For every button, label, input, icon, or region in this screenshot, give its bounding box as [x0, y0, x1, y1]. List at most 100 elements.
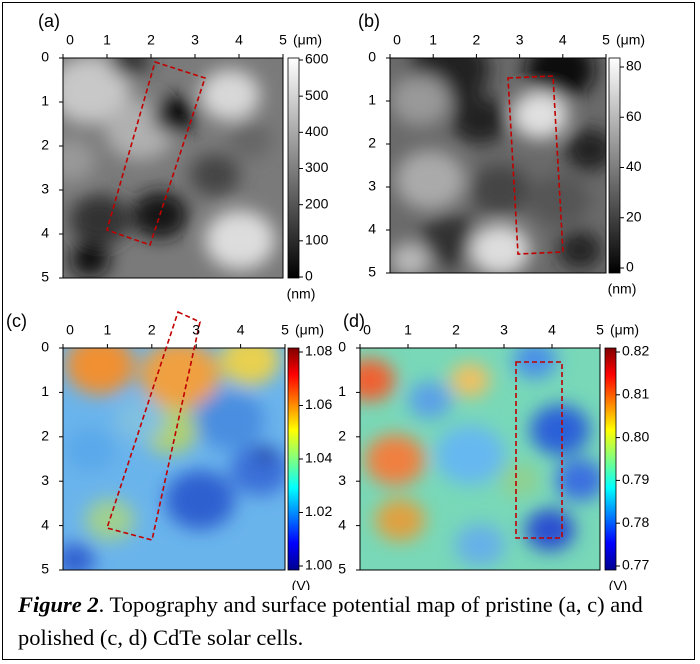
grain [140, 348, 220, 409]
colorbar-unit: (nm) [287, 286, 316, 302]
grain [525, 508, 575, 552]
colorbar-tick-label: 0 [305, 268, 313, 284]
grain [390, 243, 430, 273]
axis-unit: (μm) [616, 32, 645, 48]
colorbar-tick-label: 0.78 [622, 514, 649, 530]
colorbar-tick-label: 500 [305, 87, 329, 103]
x-tick-label: 1 [404, 322, 412, 338]
colorbar-tick-label: 1.04 [305, 450, 332, 466]
y-tick-label: 3 [368, 178, 376, 194]
axis-unit: (μm) [295, 322, 324, 338]
roi-box [105, 310, 201, 541]
map-image [63, 348, 285, 570]
grain [115, 398, 165, 442]
y-tick-label: 5 [41, 269, 49, 285]
grain [395, 150, 465, 210]
axis-unit: (μm) [610, 322, 639, 338]
map-border [62, 57, 284, 279]
panel-label: (c) [6, 311, 27, 331]
x-tick-label: 4 [559, 32, 567, 48]
grain [375, 498, 425, 542]
grain [558, 231, 602, 269]
y-tick-label: 1 [338, 383, 346, 399]
x-tick-label: 1 [429, 32, 437, 48]
panel-label: (d) [343, 311, 365, 331]
y-tick-label: 5 [368, 264, 376, 280]
grain [500, 463, 540, 497]
grain [408, 381, 452, 419]
x-tick-label: 4 [548, 322, 556, 338]
x-tick-label: 5 [602, 32, 610, 48]
colorbar [608, 57, 621, 274]
y-tick-label: 2 [41, 137, 49, 153]
x-tick-label: 5 [279, 32, 287, 48]
grain [190, 153, 240, 197]
grain [70, 194, 130, 246]
colorbar-tick-label: 0.81 [622, 386, 649, 402]
x-tick-label: 0 [363, 322, 371, 338]
grain [360, 358, 395, 402]
y-tick-label: 1 [368, 92, 376, 108]
x-tick-label: 3 [191, 32, 199, 48]
panel-label: (b) [358, 11, 380, 31]
grain [205, 210, 275, 270]
y-tick-label: 5 [41, 561, 49, 577]
map-texture [63, 348, 285, 570]
colorbar-tick-label: 400 [305, 123, 329, 139]
grain [165, 470, 235, 530]
colorbar-tick-label: 0.77 [622, 557, 649, 573]
colorbar-tick-label: 200 [305, 195, 329, 211]
colorbar-tick-label: 100 [305, 232, 329, 248]
x-tick-label: 2 [148, 322, 156, 338]
y-tick-label: 4 [368, 221, 376, 237]
grain [85, 498, 135, 542]
x-tick-label: 3 [192, 322, 200, 338]
y-tick-label: 4 [338, 516, 346, 532]
y-tick-label: 0 [368, 49, 376, 65]
y-tick-label: 1 [41, 93, 49, 109]
grain [365, 434, 425, 486]
x-tick-label: 5 [596, 322, 604, 338]
y-tick-label: 3 [41, 472, 49, 488]
y-tick-label: 5 [338, 561, 346, 577]
colorbar-unit: (nm) [608, 281, 637, 297]
y-tick-label: 1 [41, 383, 49, 399]
grain [200, 69, 260, 121]
grain [220, 348, 280, 386]
grain [513, 348, 557, 379]
colorbar-tick-label: 300 [305, 159, 329, 175]
y-tick-label: 4 [41, 516, 49, 532]
map-image [390, 58, 606, 273]
y-tick-label: 3 [338, 472, 346, 488]
grain [228, 121, 272, 159]
axis-unit: (μm) [293, 32, 322, 48]
grain [63, 543, 95, 570]
x-tick-label: 2 [452, 322, 460, 338]
colorbar-tick-label: 1.08 [305, 343, 332, 359]
grain [470, 224, 530, 273]
figure-label: Figure 2 [18, 592, 99, 617]
colorbar-tick-label: 60 [626, 108, 642, 124]
colorbar-tick-label: 1.02 [305, 503, 332, 519]
colorbar-tick-label: 1.06 [305, 396, 332, 412]
colorbar-tick-label: 0.82 [622, 343, 649, 359]
y-tick-label: 4 [41, 225, 49, 241]
colorbar-tick-label: 0 [626, 259, 634, 275]
grain [65, 428, 115, 472]
y-tick-label: 0 [41, 49, 49, 65]
map-texture [360, 348, 600, 567]
grain [110, 58, 150, 77]
grain [435, 425, 505, 485]
grain [455, 523, 505, 567]
map-border [359, 347, 601, 571]
caption: Figure 2. Topography and surface potenti… [18, 588, 678, 654]
roi-box [106, 60, 207, 247]
colorbar [287, 57, 300, 279]
grain [450, 363, 490, 397]
grain [195, 390, 265, 450]
colorbar-tick-label: 0.79 [622, 471, 649, 487]
x-tick-label: 5 [281, 322, 289, 338]
map-border [62, 347, 286, 571]
grain [565, 128, 606, 172]
